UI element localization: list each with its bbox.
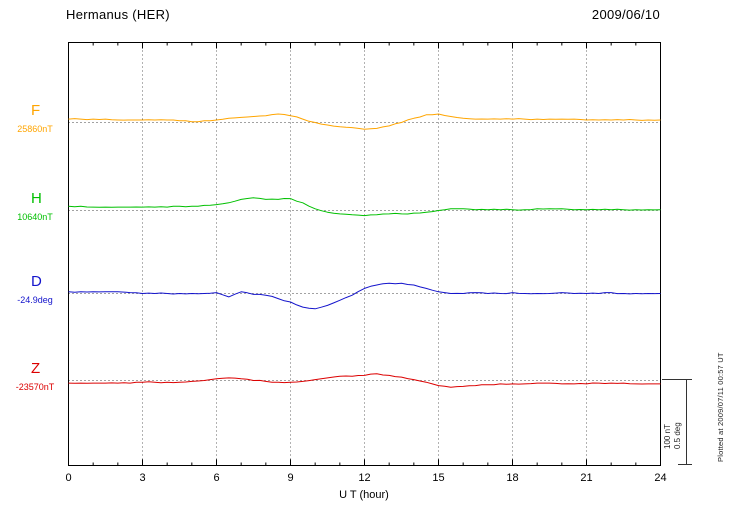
x-tick-label: 9 bbox=[287, 472, 293, 484]
scale-bar-label-deg: 0.5 deg bbox=[673, 422, 682, 449]
plot-frame bbox=[68, 42, 661, 466]
series-label-D: D -24.9deg bbox=[5, 274, 65, 308]
x-axis-label: U T (hour) bbox=[339, 489, 389, 501]
x-tick-label: 12 bbox=[358, 472, 370, 484]
series-name-D: D bbox=[31, 273, 42, 290]
series-baseline-H: 10640nT bbox=[17, 212, 53, 222]
series-name-F: F bbox=[31, 102, 41, 119]
series-label-Z: Z -23570nT bbox=[5, 361, 65, 395]
station-title: Hermanus (HER) bbox=[66, 7, 170, 22]
trace-F bbox=[68, 113, 661, 130]
series-baseline-D: -24.9deg bbox=[17, 295, 53, 305]
x-tick-label: 0 bbox=[65, 472, 71, 484]
series-label-F: F 25860nT bbox=[5, 103, 65, 137]
series-label-H: H 10640nT bbox=[5, 191, 65, 225]
plotted-at-note: Plotted at 2009/07/11 00:57 UT bbox=[716, 352, 725, 462]
series-name-H: H bbox=[31, 190, 42, 207]
scale-bar-label: 100 nT 0.5 deg bbox=[663, 422, 683, 449]
series-baseline-F: 25860nT bbox=[17, 124, 53, 134]
x-tick-label: 24 bbox=[654, 472, 666, 484]
x-tick-label: 6 bbox=[213, 472, 219, 484]
trace-Z bbox=[68, 373, 661, 388]
x-tick-label: 21 bbox=[580, 472, 592, 484]
plot-date: 2009/06/10 bbox=[591, 7, 660, 22]
x-tick-label: 3 bbox=[139, 472, 145, 484]
x-tick-label: 15 bbox=[432, 472, 444, 484]
scale-bar-label-nt: 100 nT bbox=[663, 424, 672, 449]
trace-H bbox=[68, 197, 661, 217]
series-name-Z: Z bbox=[31, 360, 41, 377]
trace-D bbox=[68, 282, 661, 310]
x-tick-label: 18 bbox=[506, 472, 518, 484]
series-baseline-Z: -23570nT bbox=[15, 382, 55, 392]
